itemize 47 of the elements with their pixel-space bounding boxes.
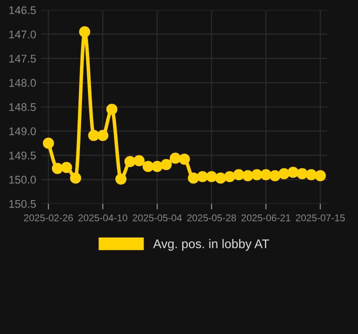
point <box>42 138 54 149</box>
point <box>70 172 82 184</box>
point <box>314 170 326 182</box>
point <box>215 172 226 184</box>
point <box>269 170 281 182</box>
y-tick-label: 146.5 <box>9 6 36 14</box>
point <box>142 160 154 172</box>
point <box>242 170 254 182</box>
x-tick-label: 2025-02-26 <box>24 214 73 222</box>
point <box>134 155 145 166</box>
y-tick-label: 150.5 <box>9 200 36 208</box>
point <box>170 152 181 164</box>
point <box>306 169 317 180</box>
point <box>97 130 108 142</box>
y-tick-label: 149.0 <box>9 127 36 136</box>
point <box>60 162 72 173</box>
point <box>124 156 136 168</box>
x-tick-label: 2025-05-28 <box>187 214 236 222</box>
point <box>196 171 208 182</box>
point <box>79 26 90 38</box>
point <box>233 169 244 180</box>
point <box>224 171 236 182</box>
point <box>115 173 126 185</box>
point <box>251 169 262 180</box>
point <box>260 169 272 180</box>
point <box>296 168 308 180</box>
point <box>278 168 290 180</box>
point <box>152 160 163 172</box>
y-tick-label: 149.5 <box>9 152 36 160</box>
point <box>88 130 100 142</box>
point <box>188 172 199 184</box>
y-tick-label: 148.5 <box>9 103 36 112</box>
legend-label: Avg. pos. in lobby AT <box>153 239 270 251</box>
x-tick-label: 2025-04-10 <box>78 214 128 222</box>
y-tick-label: 150.0 <box>9 176 36 184</box>
y-tick-label: 147.0 <box>9 30 36 38</box>
point <box>106 104 118 115</box>
point <box>178 154 190 165</box>
y-tick-label: 148.0 <box>9 78 36 87</box>
x-tick-label: 2025-07-15 <box>296 214 345 222</box>
y-tick-label: 147.5 <box>9 54 36 63</box>
x-tick-label: 2025-05-04 <box>132 214 182 222</box>
point <box>288 166 299 178</box>
point <box>206 171 218 182</box>
x-tick-label: 2025-06-21 <box>242 214 290 222</box>
point <box>52 162 64 174</box>
point <box>160 158 172 170</box>
